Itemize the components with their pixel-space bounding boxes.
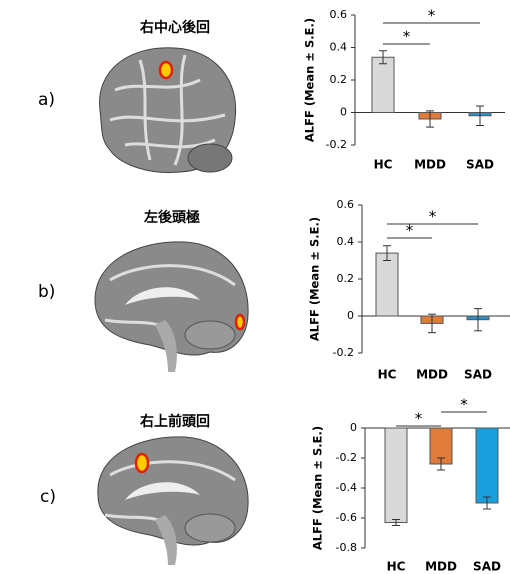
y-tick-label: -0.6 <box>336 511 357 524</box>
x-tick-label: HC <box>374 158 393 172</box>
bar <box>372 57 394 112</box>
panel-label: b) <box>38 282 55 302</box>
significance-label: * <box>403 28 411 46</box>
x-tick-label: SAD <box>464 368 492 382</box>
x-tick-label: SAD <box>473 560 501 574</box>
x-tick-label: MDD <box>425 560 457 574</box>
y-tick-label: -0.2 <box>326 138 347 151</box>
y-tick-label: -0.2 <box>333 346 354 359</box>
chart-title: 右中心後回 <box>139 19 210 36</box>
y-axis-label: ALFF (Mean ± S.E.) <box>308 217 322 341</box>
significance-label: * <box>415 410 423 428</box>
bar <box>376 253 398 316</box>
y-axis-label: ALFF (Mean ± S.E.) <box>311 426 325 550</box>
y-tick-label: 0.4 <box>330 41 348 54</box>
panel-label: a) <box>38 90 55 110</box>
significance-label: * <box>428 7 436 25</box>
brain-c <box>98 437 248 565</box>
y-tick-label: 0.2 <box>337 272 355 285</box>
significance-label: * <box>429 208 437 226</box>
x-tick-label: HC <box>378 368 397 382</box>
chart-title: 右上前頭回 <box>139 413 210 430</box>
y-tick-label: 0.2 <box>330 73 348 86</box>
y-tick-label: -0.8 <box>336 541 357 554</box>
chart-title: 左後頭極 <box>143 209 200 226</box>
brain-b <box>95 242 248 372</box>
y-tick-label: 0.4 <box>337 235 355 248</box>
x-tick-label: HC <box>387 560 406 574</box>
brain-a <box>100 48 236 173</box>
bar <box>476 428 498 503</box>
y-tick-label: 0 <box>347 309 354 322</box>
y-axis-label: ALFF (Mean ± S.E.) <box>303 18 317 142</box>
x-tick-label: SAD <box>466 158 494 172</box>
y-tick-label: 0.6 <box>330 8 348 21</box>
x-tick-label: MDD <box>416 368 448 382</box>
significance-label: * <box>460 396 468 414</box>
x-tick-label: MDD <box>414 158 446 172</box>
panel-label: c) <box>40 487 56 507</box>
y-tick-label: -0.2 <box>336 451 357 464</box>
bar <box>385 428 407 523</box>
figure: a) 右中心後回 ALFF (Mean ± S.E.) -0.2 0 0.2 0.4 0.6 H… <box>0 0 510 574</box>
y-tick-label: -0.4 <box>336 481 357 494</box>
y-tick-label: 0 <box>340 106 347 119</box>
y-tick-label: 0.6 <box>337 198 355 211</box>
y-tick-label: 0 <box>350 421 357 434</box>
